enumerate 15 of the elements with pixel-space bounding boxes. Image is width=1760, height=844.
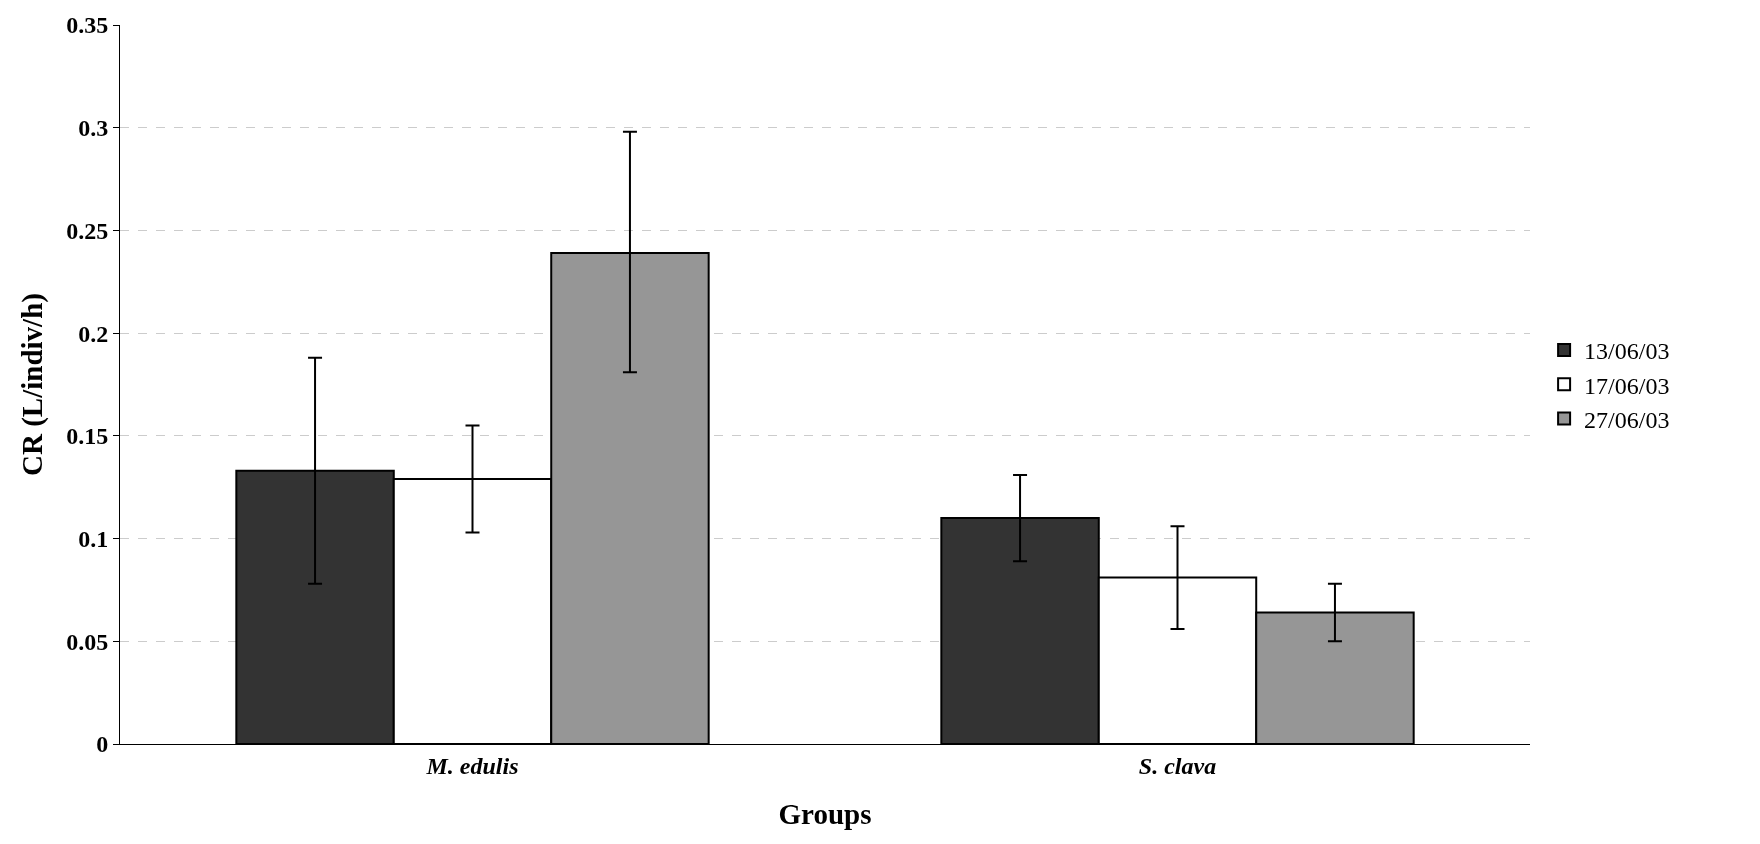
x-tick-label: M. edulis [425, 752, 519, 779]
legend-label: 27/06/03 [1584, 406, 1670, 433]
y-tick-label: 0 [96, 731, 109, 758]
legend-label: 13/06/03 [1584, 338, 1670, 365]
x-tick-label: S. clava [1138, 752, 1217, 779]
x-axis-title: Groups [778, 797, 872, 830]
y-tick-label: 0.25 [66, 217, 109, 244]
y-tick-label: 0.2 [78, 320, 109, 347]
y-tick-label: 0.05 [66, 628, 109, 655]
y-tick-label: 0.3 [78, 115, 109, 142]
y-tick-label: 0.1 [78, 525, 109, 552]
legend-label: 17/06/03 [1584, 372, 1670, 399]
y-tick-label: 0.35 [66, 12, 109, 39]
y-tick-label: 0.15 [66, 423, 109, 450]
y-axis-title: CR (L/indiv/h) [15, 293, 49, 476]
